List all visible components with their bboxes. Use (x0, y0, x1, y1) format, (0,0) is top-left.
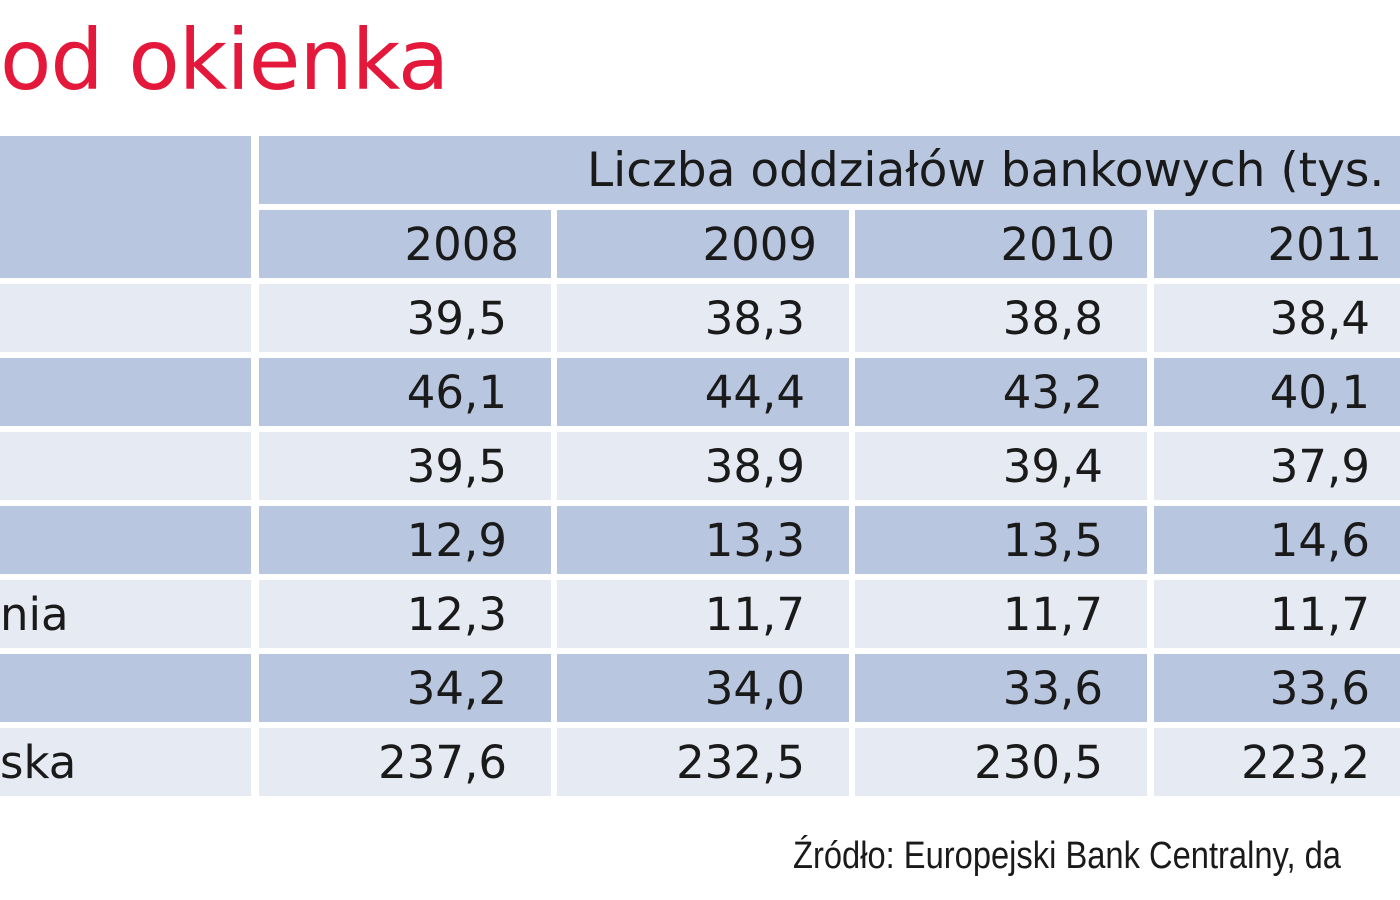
table-cell-value: 34,0 (557, 654, 849, 722)
table-cell-value: 11,7 (855, 580, 1147, 648)
corner-header-cell (0, 136, 251, 278)
table-cell-value: 13,3 (557, 506, 849, 574)
table-cell-value: 39,4 (855, 432, 1147, 500)
table-cell-value: 13,5 (855, 506, 1147, 574)
table-cell-value: 43,2 (855, 358, 1147, 426)
table-cell-value: 11,7 (557, 580, 849, 648)
year-header-2011: 2011 (1154, 210, 1400, 278)
year-header-2009: 2009 (557, 210, 849, 278)
table-cell-value: 37,9 (1154, 432, 1400, 500)
row-label (0, 358, 251, 426)
table-cell-value: 11,7 (1154, 580, 1400, 648)
table-cell-value: 33,6 (1154, 654, 1400, 722)
table-cell-value: 40,1 (1154, 358, 1400, 426)
table-cell-value: 39,5 (259, 284, 551, 352)
table-cell-value: 44,4 (557, 358, 849, 426)
table-cell-value: 34,2 (259, 654, 551, 722)
row-label: ska (0, 728, 251, 796)
source-note: Źródło: Europejski Bank Centralny, da (793, 835, 1341, 877)
table-cell-value: 237,6 (259, 728, 551, 796)
year-header-2008: 2008 (259, 210, 551, 278)
column-group-header: Liczba oddziałów bankowych (tys. (259, 136, 1400, 204)
table-cell-value: 46,1 (259, 358, 551, 426)
table-cell-value: 230,5 (855, 728, 1147, 796)
row-label (0, 284, 251, 352)
table-cell-value: 223,2 (1154, 728, 1400, 796)
table-cell-value: 12,9 (259, 506, 551, 574)
row-label (0, 506, 251, 574)
table-cell-value: 38,4 (1154, 284, 1400, 352)
table-cell-value: 232,5 (557, 728, 849, 796)
table-cell-value: 12,3 (259, 580, 551, 648)
row-label (0, 432, 251, 500)
table-cell-value: 38,9 (557, 432, 849, 500)
chart-title: od okienka (0, 11, 449, 109)
table-cell-value: 14,6 (1154, 506, 1400, 574)
year-header-2010: 2010 (855, 210, 1147, 278)
row-label (0, 654, 251, 722)
table-cell-value: 38,8 (855, 284, 1147, 352)
table-cell-value: 39,5 (259, 432, 551, 500)
table-cell-value: 33,6 (855, 654, 1147, 722)
table-cell-value: 38,3 (557, 284, 849, 352)
row-label: nia (0, 580, 251, 648)
